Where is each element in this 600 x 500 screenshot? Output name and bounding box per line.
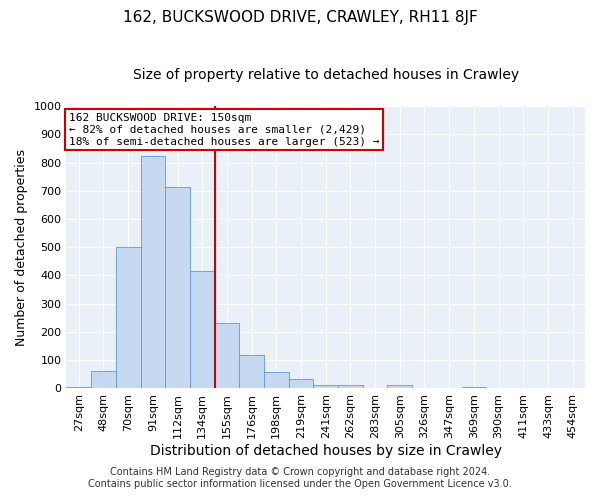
- Bar: [190, 271, 215, 388]
- Bar: [215, 324, 239, 388]
- Bar: [264, 372, 289, 388]
- Bar: [388, 386, 412, 388]
- Bar: [165, 187, 190, 388]
- Bar: [91, 371, 116, 388]
- Bar: [461, 386, 486, 388]
- Bar: [338, 386, 363, 388]
- Bar: [140, 156, 165, 388]
- Text: Contains HM Land Registry data © Crown copyright and database right 2024.
Contai: Contains HM Land Registry data © Crown c…: [88, 468, 512, 489]
- X-axis label: Distribution of detached houses by size in Crawley: Distribution of detached houses by size …: [150, 444, 502, 458]
- Y-axis label: Number of detached properties: Number of detached properties: [15, 148, 28, 346]
- Text: 162, BUCKSWOOD DRIVE, CRAWLEY, RH11 8JF: 162, BUCKSWOOD DRIVE, CRAWLEY, RH11 8JF: [122, 10, 478, 25]
- Title: Size of property relative to detached houses in Crawley: Size of property relative to detached ho…: [133, 68, 519, 82]
- Bar: [289, 379, 313, 388]
- Text: 162 BUCKSWOOD DRIVE: 150sqm
← 82% of detached houses are smaller (2,429)
18% of : 162 BUCKSWOOD DRIVE: 150sqm ← 82% of det…: [69, 114, 380, 146]
- Bar: [67, 386, 91, 388]
- Bar: [313, 384, 338, 388]
- Bar: [116, 247, 140, 388]
- Bar: [239, 355, 264, 388]
